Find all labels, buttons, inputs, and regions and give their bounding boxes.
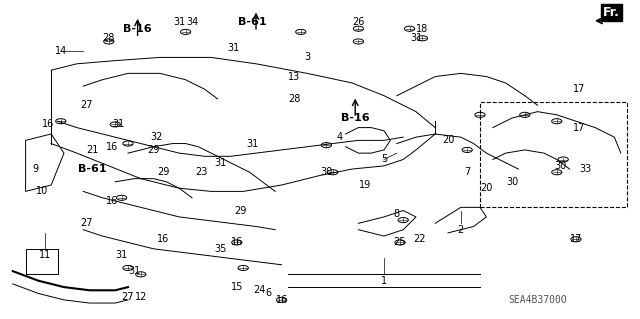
Text: 27: 27 [80,218,93,228]
Text: 14: 14 [54,46,67,56]
Text: 31: 31 [214,158,227,168]
Text: 31: 31 [227,43,240,53]
Text: 16: 16 [106,196,118,206]
Text: 9: 9 [32,164,38,174]
Text: 30: 30 [320,167,333,177]
Text: 16: 16 [275,295,288,305]
Text: 17: 17 [573,84,586,94]
Text: 3: 3 [304,52,310,63]
Text: 15: 15 [230,282,243,292]
Text: 6: 6 [266,288,272,299]
Text: SEA4B3700O: SEA4B3700O [508,295,567,305]
Text: 31: 31 [115,250,128,260]
Text: B-61: B-61 [239,17,267,27]
Text: 20: 20 [480,183,493,193]
Text: 29: 29 [234,205,246,216]
Text: 2: 2 [458,225,464,235]
Text: 17: 17 [570,234,582,244]
Text: 13: 13 [288,71,301,82]
Text: 32: 32 [150,132,163,142]
Text: 8: 8 [394,209,400,219]
Text: 26: 26 [352,17,365,27]
Text: 28: 28 [288,94,301,104]
Text: 33: 33 [579,164,592,174]
Text: 23: 23 [195,167,208,177]
Text: 29: 29 [157,167,170,177]
Text: B-16: B-16 [124,24,152,34]
Text: 30: 30 [554,161,566,171]
Text: 18: 18 [416,24,429,34]
Text: 12: 12 [134,292,147,302]
Text: 21: 21 [86,145,99,155]
Text: 31: 31 [246,138,259,149]
Text: 29: 29 [147,145,160,155]
Text: 17: 17 [573,122,586,133]
Text: 34: 34 [186,17,198,27]
Text: 22: 22 [413,234,426,244]
Text: 11: 11 [38,250,51,260]
Text: 28: 28 [102,33,115,43]
Text: 19: 19 [358,180,371,190]
Text: 35: 35 [214,244,227,254]
Text: 31: 31 [410,33,422,43]
Text: 16: 16 [230,237,243,248]
Text: 31: 31 [173,17,186,27]
Text: 16: 16 [42,119,54,130]
Text: 5: 5 [381,154,387,165]
Text: 24: 24 [253,285,266,295]
Text: B-16: B-16 [341,113,369,123]
Text: 31: 31 [112,119,125,130]
Text: 31: 31 [128,266,141,276]
Text: 16: 16 [106,142,118,152]
Text: 30: 30 [506,177,518,187]
Text: 10: 10 [35,186,48,197]
Text: 27: 27 [80,100,93,110]
Text: 7: 7 [464,167,470,177]
Text: 27: 27 [122,292,134,302]
Text: Fr.: Fr. [603,6,620,19]
Text: 25: 25 [394,237,406,248]
Text: 4: 4 [336,132,342,142]
Text: 20: 20 [442,135,454,145]
Text: 16: 16 [157,234,170,244]
Text: 1: 1 [381,276,387,286]
Text: B-61: B-61 [79,164,107,174]
